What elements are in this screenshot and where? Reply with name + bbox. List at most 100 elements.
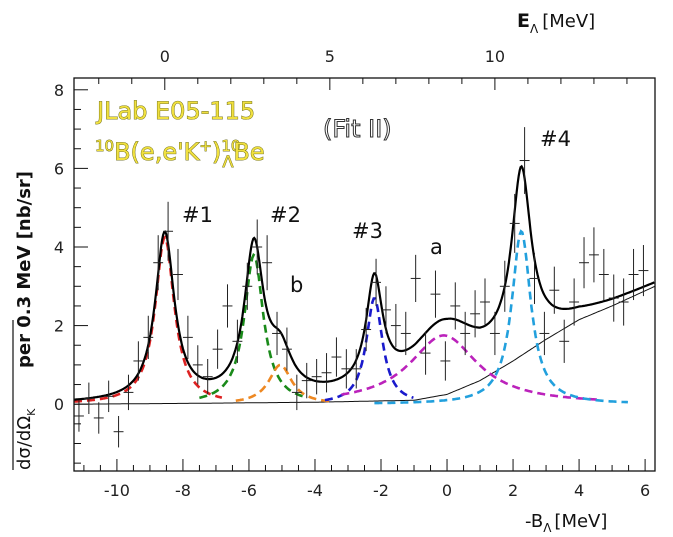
data-point — [281, 327, 292, 371]
data-point — [598, 248, 609, 301]
data-point — [628, 248, 639, 301]
data-point — [351, 349, 362, 389]
peak-label-2: #2 — [270, 203, 301, 227]
data-point — [74, 400, 84, 432]
data-point — [588, 227, 599, 283]
data-point — [559, 319, 570, 363]
peak-label-b: b — [290, 273, 303, 297]
y-axis-title: dσ/dΩK per 0.3 MeV [nb/sr] — [12, 171, 38, 470]
experiment-label: JLab E05-115 — [95, 97, 255, 125]
data-point — [232, 319, 243, 363]
top-axis-title: EΛ [MeV] — [517, 10, 595, 36]
data-point — [123, 374, 134, 411]
data-point — [381, 286, 391, 334]
data-point — [212, 329, 223, 369]
data-point — [608, 274, 619, 322]
peak-curve — [341, 334, 599, 401]
peak-curve — [374, 229, 628, 405]
data-point — [153, 235, 164, 291]
x-tick-label: -4 — [307, 481, 323, 500]
data-point — [519, 127, 530, 194]
data-point — [430, 270, 441, 318]
y-tick-label: 0 — [54, 395, 64, 414]
data-point — [618, 278, 629, 326]
peak-label-1: #1 — [182, 203, 213, 227]
y-tick-label: 6 — [54, 159, 64, 178]
data-point — [291, 374, 302, 411]
x-tick-label: 6 — [640, 481, 650, 500]
data-point — [83, 382, 94, 415]
data-point — [470, 290, 481, 338]
x-tick-label: 0 — [442, 481, 452, 500]
data-point — [371, 258, 382, 306]
data-point — [311, 358, 322, 395]
peak-curve — [199, 253, 306, 400]
y-tick-label: 2 — [54, 317, 64, 336]
reaction-label: 10B(e,e'K+)10 ΛBe — [95, 137, 265, 171]
background-curve — [74, 285, 656, 405]
total-fit-curve — [73, 164, 655, 401]
data-point — [321, 353, 332, 393]
data-point — [549, 266, 560, 314]
data-point — [103, 380, 114, 413]
data-point — [440, 341, 451, 381]
data-point — [410, 254, 421, 303]
data-point — [143, 315, 154, 359]
data-point — [460, 311, 471, 356]
data-point — [499, 260, 510, 312]
x-tick-label: -6 — [241, 481, 257, 500]
bottom-axis-title: -BΛ [MeV] — [525, 511, 607, 535]
fit-curves — [73, 164, 656, 405]
x-tick-label: -10 — [104, 481, 130, 500]
data-points — [74, 127, 649, 448]
data-point — [301, 362, 312, 399]
data-point — [400, 311, 411, 356]
peak-label-4: #4 — [540, 127, 571, 151]
data-point — [390, 303, 401, 348]
data-point — [361, 307, 372, 352]
data-point — [420, 331, 431, 375]
data-point — [202, 358, 213, 395]
y-tick-label: 8 — [54, 81, 64, 100]
data-point — [252, 219, 263, 275]
peak-curve — [73, 235, 223, 403]
data-point — [163, 201, 174, 261]
data-point — [113, 415, 124, 448]
data-point — [272, 311, 282, 356]
data-point — [242, 262, 253, 310]
data-point — [480, 278, 490, 326]
data-point — [579, 237, 589, 289]
data-point — [262, 235, 273, 291]
peak-label-a: a — [430, 235, 443, 259]
data-point — [222, 284, 233, 328]
data-point — [331, 337, 342, 377]
data-point — [529, 252, 540, 304]
data-point — [182, 315, 193, 359]
data-point — [539, 311, 550, 356]
x-tick-label: 2 — [508, 481, 518, 500]
top-tick-label: 10 — [485, 47, 505, 66]
fit-label: (Fit II) — [323, 115, 392, 143]
data-point — [450, 282, 461, 330]
x-tick-label: -2 — [373, 481, 389, 500]
svg-text:per 0.3 MeV [nb/sr]: per 0.3 MeV [nb/sr] — [14, 171, 35, 368]
data-point — [509, 193, 520, 253]
svg-text:dσ/dΩK: dσ/dΩK — [14, 408, 38, 470]
x-tick-label: 4 — [574, 481, 584, 500]
peak-curve — [235, 363, 331, 403]
data-point — [341, 349, 352, 389]
data-point — [173, 248, 183, 301]
top-tick-label: 0 — [160, 47, 170, 66]
top-tick-label: 5 — [325, 47, 335, 66]
axis-ticks: -10 -8 -6 -4 -2 0 2 4 6 0 5 10 0 2 4 6 8 — [54, 47, 650, 500]
peak-label-3: #3 — [352, 219, 383, 243]
data-point — [133, 341, 144, 381]
data-point — [569, 278, 580, 326]
peak-curve — [324, 297, 414, 402]
x-tick-label: -8 — [175, 481, 191, 500]
data-point — [489, 311, 500, 356]
data-point — [638, 245, 649, 297]
data-point — [192, 345, 203, 385]
y-tick-label: 4 — [54, 238, 64, 257]
